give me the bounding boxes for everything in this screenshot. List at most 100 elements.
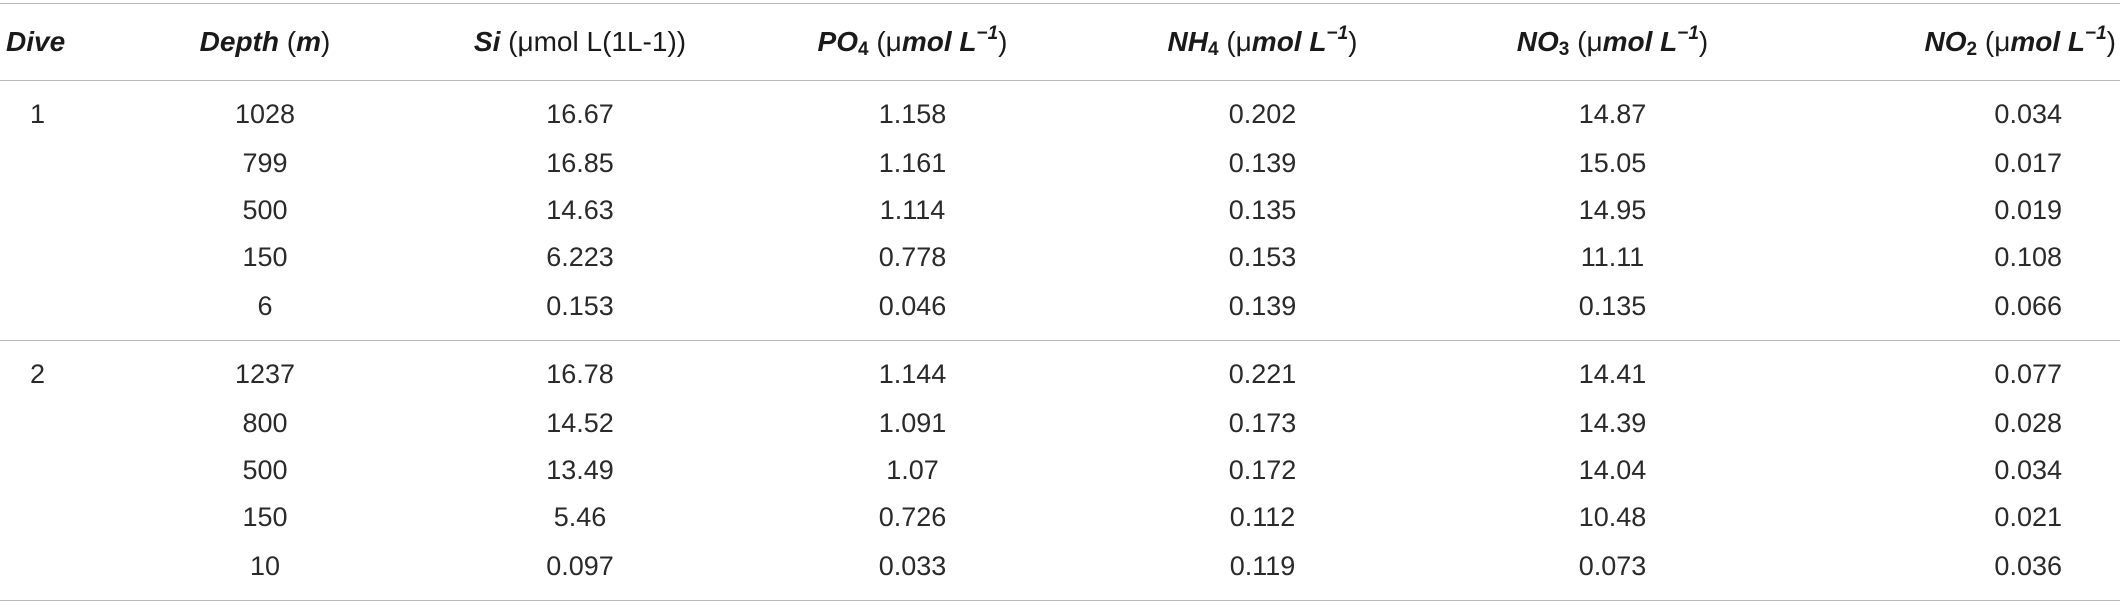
table-row: 799 16.85 1.161 0.139 15.05 0.017: [0, 140, 2120, 187]
cell-nh4: 0.119: [1085, 541, 1440, 601]
table-row: 800 14.52 1.091 0.173 14.39 0.028: [0, 400, 2120, 447]
table-row: 10 0.097 0.033 0.119 0.073 0.036: [0, 541, 2120, 601]
nutrient-concentration-table: Dive Depth (m) Si (μmol L(1L-1)) PO4 (μm…: [0, 3, 2120, 601]
cell-no2: 0.028: [1994, 408, 2062, 438]
cell-nh4: 0.139: [1085, 281, 1440, 341]
header-nh4-subscript: 4: [1207, 39, 1219, 60]
header-nh4-symbol: NH: [1167, 26, 1208, 57]
cell-depth: 800: [242, 408, 288, 438]
table-row: 500 14.63 1.114 0.135 14.95 0.019: [0, 187, 2120, 234]
cell-nh4: 0.172: [1228, 455, 1297, 485]
cell-depth: 6: [110, 281, 420, 341]
cell-no2: 0.036: [1785, 541, 2120, 601]
cell-po4: 0.726: [878, 502, 947, 532]
cell-po4: 1.07: [886, 455, 939, 485]
cell-po4: 1.114: [879, 195, 946, 225]
cell-si: 16.85: [546, 148, 614, 178]
header-depth-unit: m: [296, 26, 321, 57]
cell-si: 6.223: [546, 242, 614, 272]
header-po4-subscript: 4: [857, 39, 869, 60]
cell-no3: 0.135: [1440, 281, 1785, 341]
header-nh4-unit: mol L: [1251, 26, 1327, 57]
header-no3: NO3 (μmol L−1): [1440, 3, 1785, 81]
header-no2-subscript: 2: [1966, 39, 1978, 60]
cell-depth: 150: [242, 242, 288, 272]
cell-no3: 14.87: [1578, 99, 1647, 129]
cell-no2: 0.019: [1994, 195, 2062, 225]
cell-no3: 14.41: [1578, 359, 1647, 389]
cell-depth: 150: [242, 502, 288, 532]
cell-dive: 1: [30, 99, 46, 129]
cell-po4: 1.144: [878, 359, 947, 389]
cell-no3: 10.48: [1578, 502, 1647, 532]
cell-si: 16.67: [546, 99, 614, 129]
header-nh4-unit-prefix: μ: [1235, 26, 1252, 57]
cell-no2: 0.066: [1785, 281, 2120, 341]
cell-dive: [0, 494, 110, 541]
cell-no2: 0.034: [1994, 99, 2062, 129]
cell-nh4: 0.112: [1229, 502, 1296, 532]
nutrient-table-container: Dive Depth (m) Si (μmol L(1L-1)) PO4 (μm…: [0, 3, 2120, 607]
cell-depth: 799: [242, 148, 288, 178]
header-dive: Dive: [0, 3, 110, 81]
cell-si: 5.46: [553, 502, 607, 532]
cell-nh4: 0.221: [1228, 359, 1297, 389]
header-row: Dive Depth (m) Si (μmol L(1L-1)) PO4 (μm…: [0, 3, 2120, 81]
cell-nh4: 0.135: [1228, 195, 1297, 225]
cell-no2: 0.034: [1994, 455, 2062, 485]
cell-po4: 0.033: [740, 541, 1085, 601]
cell-depth: 1028: [234, 99, 296, 129]
header-no3-unit-prefix: μ: [1586, 26, 1603, 57]
cell-no2: 0.108: [1994, 242, 2062, 272]
cell-nh4: 0.202: [1228, 99, 1297, 129]
cell-depth: 10: [110, 541, 420, 601]
table-row: 150 6.223 0.778 0.153 11.11 0.108: [0, 234, 2120, 281]
cell-dive: [0, 140, 110, 187]
cell-no3: 14.39: [1578, 408, 1647, 438]
cell-depth: 500: [242, 195, 288, 225]
table-row: 1 1028 16.67 1.158 0.202 14.87 0.034: [0, 81, 2120, 141]
header-po4-unit: mol L: [901, 26, 977, 57]
table-row: 6 0.153 0.046 0.139 0.135 0.066: [0, 281, 2120, 341]
cell-no2: 0.021: [1994, 502, 2062, 532]
cell-si: 13.49: [546, 455, 614, 485]
header-nh4: NH4 (μmol L−1): [1085, 3, 1440, 81]
cell-depth: 1237: [234, 359, 296, 389]
cell-nh4: 0.173: [1228, 408, 1297, 438]
cell-no3: 11.11: [1580, 242, 1645, 272]
table-body: 1 1028 16.67 1.158 0.202 14.87 0.034 799…: [0, 81, 2120, 601]
header-depth: Depth (m): [110, 3, 420, 81]
header-no2-superscript: −1: [2085, 23, 2107, 44]
header-po4-superscript: −1: [976, 23, 999, 44]
cell-dive: [0, 281, 110, 341]
cell-dive: [0, 447, 110, 494]
header-si-unit-prefix: μmol: [517, 26, 587, 57]
cell-po4: 1.091: [878, 408, 947, 438]
table-row: 150 5.46 0.726 0.112 10.48 0.021: [0, 494, 2120, 541]
header-no3-symbol: NO: [1516, 26, 1559, 57]
header-no2-symbol: NO: [1924, 26, 1967, 57]
cell-dive: [0, 187, 110, 234]
cell-si: 16.78: [546, 359, 614, 389]
header-nh4-superscript: −1: [1326, 23, 1349, 44]
cell-dive: 2: [30, 359, 46, 389]
cell-po4: 0.778: [878, 242, 947, 272]
cell-nh4: 0.153: [1228, 242, 1297, 272]
header-no3-subscript: 3: [1558, 39, 1570, 60]
table-header: Dive Depth (m) Si (μmol L(1L-1)) PO4 (μm…: [0, 3, 2120, 81]
header-po4: PO4 (μmol L−1): [740, 3, 1085, 81]
header-po4-symbol: PO: [817, 26, 858, 57]
cell-no3: 15.05: [1578, 148, 1647, 178]
cell-no2: 0.017: [1994, 148, 2062, 178]
header-no2-unit: mol L: [2010, 26, 2085, 57]
header-po4-unit-prefix: μ: [885, 26, 902, 57]
header-depth-symbol: Depth: [199, 26, 279, 57]
cell-si: 14.52: [546, 408, 614, 438]
table-row: 2 1237 16.78 1.144 0.221 14.41 0.077: [0, 341, 2120, 401]
cell-po4: 1.158: [878, 99, 947, 129]
cell-no3: 0.073: [1440, 541, 1785, 601]
table-row: 500 13.49 1.07 0.172 14.04 0.034: [0, 447, 2120, 494]
header-no3-superscript: −1: [1677, 23, 1699, 44]
header-si-unit-rest: L(1L-1): [586, 26, 677, 57]
header-no2: NO2 (μmol L−1): [1785, 3, 2120, 81]
